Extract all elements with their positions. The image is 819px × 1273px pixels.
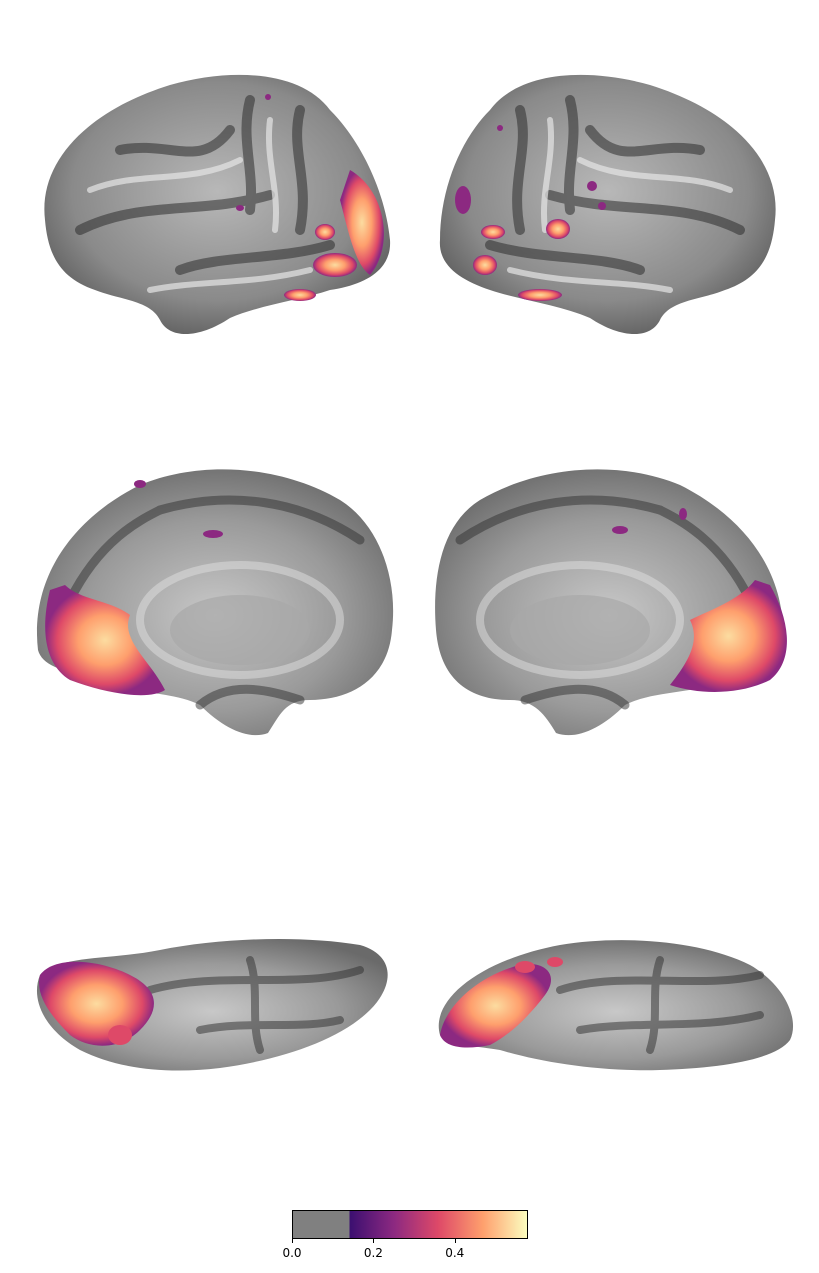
activation-blob (45, 585, 165, 696)
activation-blob (108, 1025, 132, 1045)
colorbar-gradient (292, 1210, 528, 1239)
left-lateral-brain (44, 74, 391, 335)
colorbar (292, 1210, 528, 1239)
activation-blob (515, 961, 535, 973)
right-ventral-brain (438, 940, 794, 1071)
activation-blob (497, 125, 503, 131)
left-ventral-brain (36, 938, 388, 1071)
colorbar-tick-label: 0.4 (445, 1246, 465, 1260)
activation-blob (455, 186, 471, 214)
activation-blob (313, 253, 357, 277)
activation-blob (670, 580, 787, 692)
activation-blob (612, 526, 628, 534)
activation-blob (440, 964, 551, 1048)
activation-blob (265, 94, 271, 100)
activation-blob (473, 255, 497, 275)
colorbar-tick (373, 1239, 375, 1243)
colorbar-tick (292, 1239, 293, 1243)
activation-blob (236, 205, 244, 211)
left-medial-brain (36, 469, 394, 736)
right-lateral-brain (439, 74, 776, 335)
activation-blob (598, 202, 606, 210)
activation-blob (340, 170, 384, 275)
activation-blob (203, 530, 223, 538)
colorbar-tick-label: 0.0 (282, 1246, 302, 1260)
activation-blob (546, 219, 570, 239)
activation-blob (547, 957, 563, 967)
activation-blob (587, 181, 597, 191)
activation-blob (679, 508, 687, 520)
activation-blob (518, 289, 562, 301)
colorbar-tick-label: 0.2 (363, 1246, 383, 1260)
activation-blob (39, 961, 154, 1046)
activation-blob (284, 289, 316, 301)
colorbar-tick (454, 1239, 456, 1243)
activation-blob (134, 480, 146, 488)
activation-blob (315, 224, 335, 240)
activation-blob (481, 225, 505, 239)
right-medial-brain (435, 469, 787, 736)
